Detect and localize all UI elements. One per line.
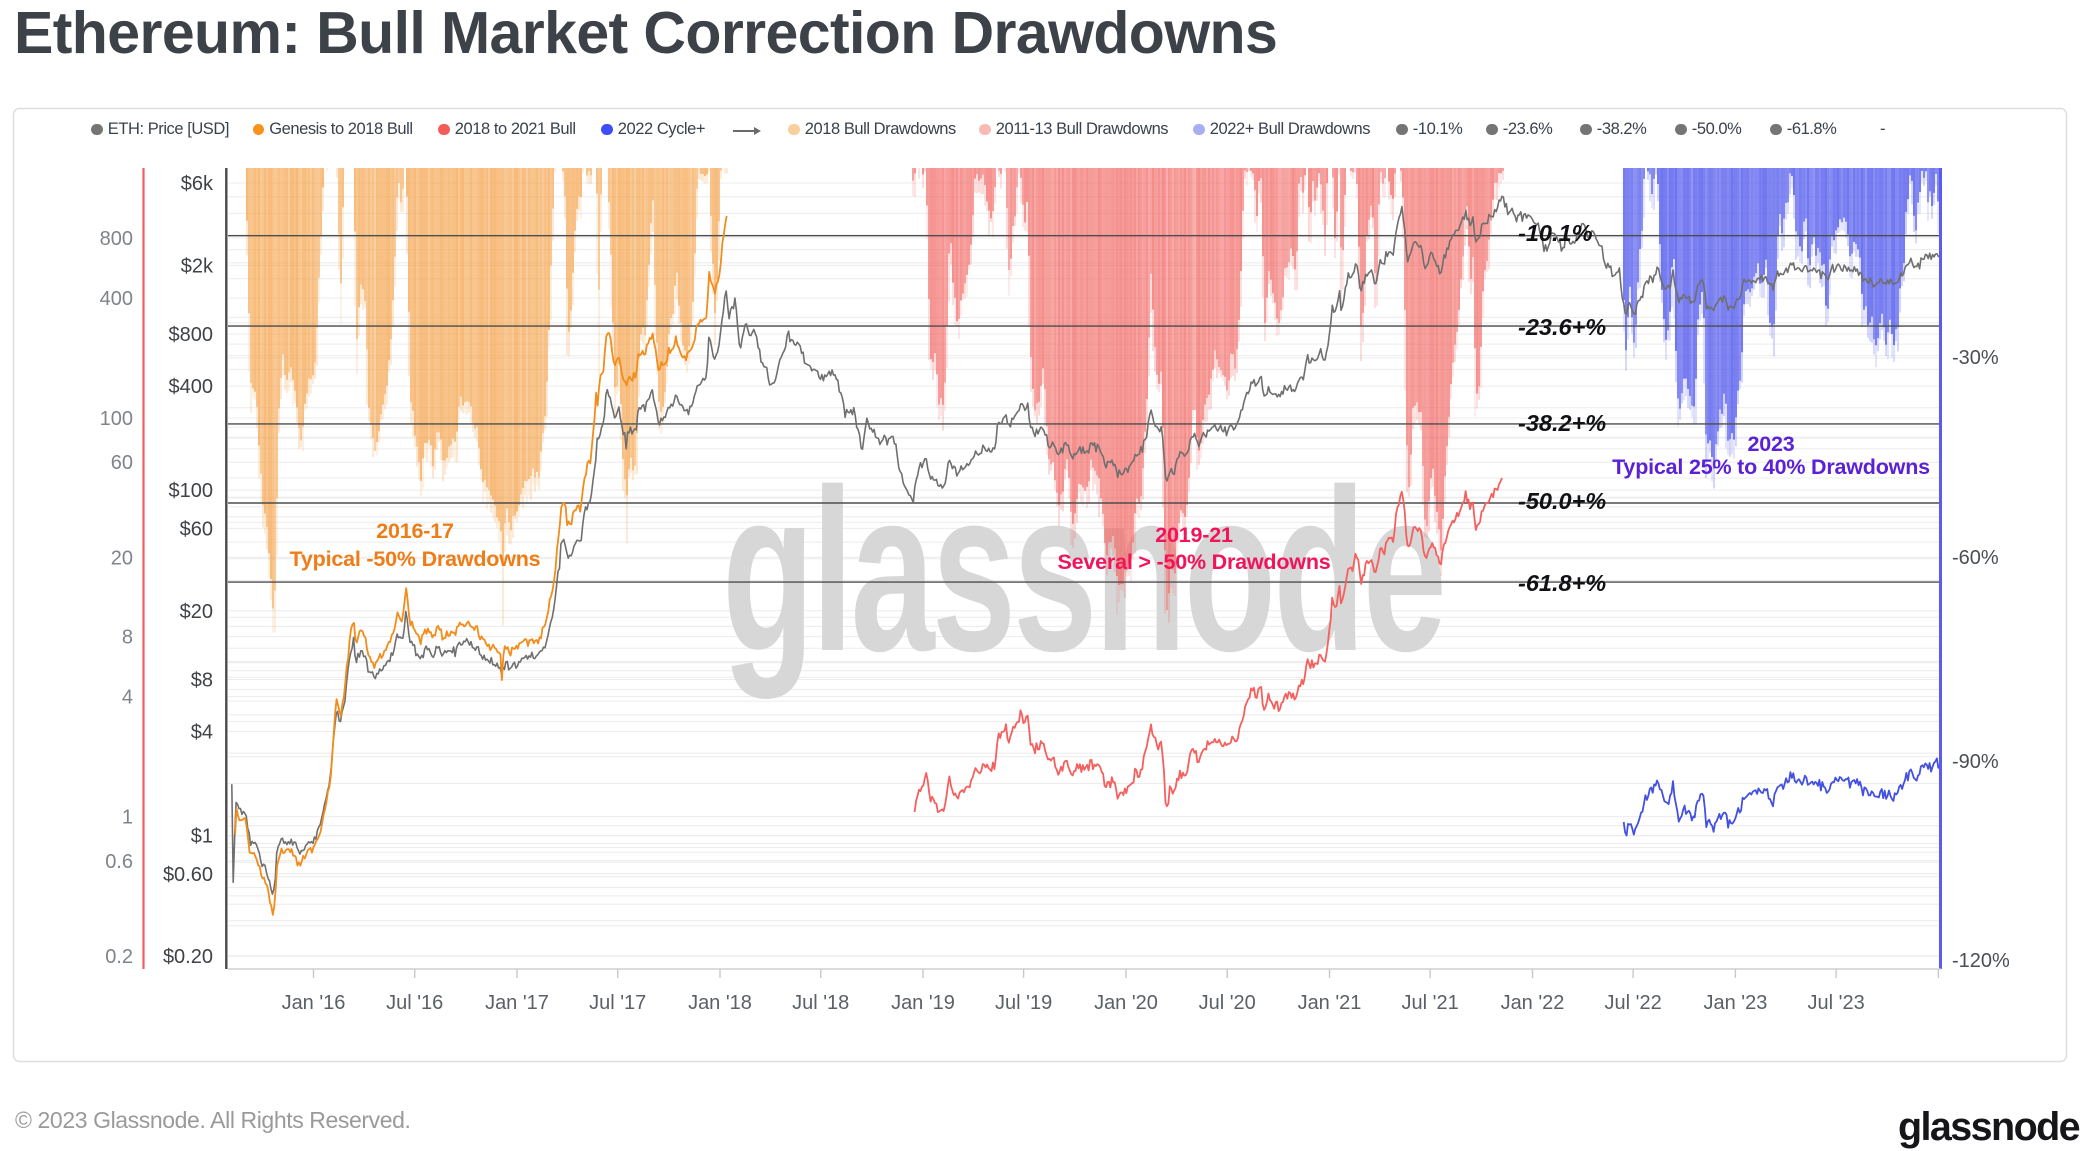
svg-text:Jul '20: Jul '20 <box>1199 992 1256 1014</box>
svg-text:-10.1%: -10.1% <box>1518 220 1593 246</box>
svg-text:0.2: 0.2 <box>105 946 133 968</box>
svg-text:Jul '16: Jul '16 <box>386 992 443 1014</box>
svg-text:-38.2+%: -38.2+% <box>1518 410 1606 436</box>
svg-text:Jul '19: Jul '19 <box>995 992 1052 1014</box>
svg-text:Jan '23: Jan '23 <box>1703 992 1767 1014</box>
svg-text:-30%: -30% <box>1952 347 1999 369</box>
svg-text:400: 400 <box>100 288 133 310</box>
svg-text:$60: $60 <box>180 518 213 540</box>
svg-text:-90%: -90% <box>1952 751 1999 773</box>
svg-text:$800: $800 <box>169 324 214 346</box>
svg-text:$4: $4 <box>191 722 213 744</box>
svg-text:$20: $20 <box>180 601 213 623</box>
svg-text:$8: $8 <box>191 670 213 692</box>
svg-text:2019-21: 2019-21 <box>1155 523 1233 547</box>
svg-text:8: 8 <box>122 627 133 649</box>
svg-text:Jan '22: Jan '22 <box>1501 992 1565 1014</box>
svg-text:60: 60 <box>111 452 133 474</box>
svg-text:4: 4 <box>122 687 133 709</box>
svg-text:-120%: -120% <box>1952 950 2010 972</box>
svg-text:Jul '18: Jul '18 <box>792 992 849 1014</box>
svg-text:Jan '18: Jan '18 <box>688 992 752 1014</box>
svg-text:Typical -50% Drawdowns: Typical -50% Drawdowns <box>290 547 541 571</box>
svg-text:-60%: -60% <box>1952 547 1999 569</box>
svg-text:$2k: $2k <box>181 255 214 277</box>
svg-text:Jan '20: Jan '20 <box>1094 992 1158 1014</box>
svg-text:$1: $1 <box>191 826 213 848</box>
svg-text:$100: $100 <box>169 480 214 502</box>
svg-text:20: 20 <box>111 547 133 569</box>
svg-text:Jan '19: Jan '19 <box>891 992 955 1014</box>
svg-text:Jan '16: Jan '16 <box>282 992 346 1014</box>
svg-text:$0.60: $0.60 <box>163 864 213 886</box>
svg-text:1: 1 <box>122 807 133 829</box>
svg-text:-50.0+%: -50.0+% <box>1518 488 1606 514</box>
svg-text:100: 100 <box>100 408 133 430</box>
svg-text:Jul '22: Jul '22 <box>1605 992 1662 1014</box>
svg-text:2016-17: 2016-17 <box>376 519 454 543</box>
svg-text:$400: $400 <box>169 376 214 398</box>
svg-text:$6k: $6k <box>181 173 214 195</box>
svg-text:-61.8+%: -61.8+% <box>1518 570 1606 596</box>
svg-text:Jul '21: Jul '21 <box>1402 992 1459 1014</box>
svg-text:Jan '17: Jan '17 <box>485 992 549 1014</box>
svg-text:-23.6+%: -23.6+% <box>1518 314 1606 340</box>
svg-text:Typical 25% to 40% Drawdowns: Typical 25% to 40% Drawdowns <box>1612 455 1930 479</box>
svg-text:800: 800 <box>100 228 133 250</box>
svg-text:$0.20: $0.20 <box>163 946 213 968</box>
svg-text:Jan '21: Jan '21 <box>1298 992 1362 1014</box>
svg-text:Jul '23: Jul '23 <box>1808 992 1865 1014</box>
svg-text:2023: 2023 <box>1747 432 1794 456</box>
svg-text:Jul '17: Jul '17 <box>589 992 646 1014</box>
svg-text:0.6: 0.6 <box>105 851 133 873</box>
svg-text:Several > -50% Drawdowns: Several > -50% Drawdowns <box>1057 550 1330 574</box>
